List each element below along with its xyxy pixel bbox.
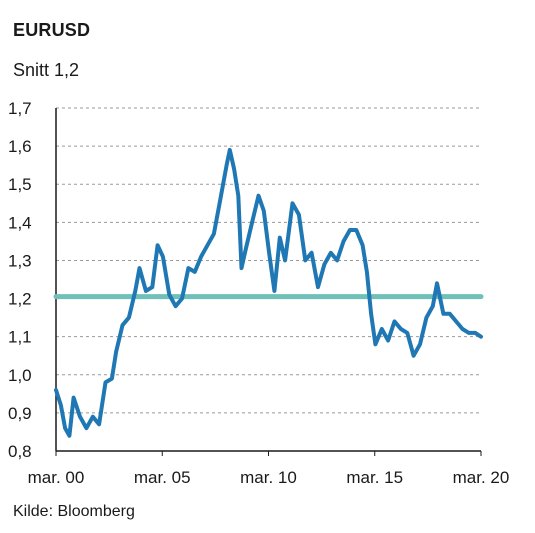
y-tick-label: 1,0: [8, 366, 32, 385]
chart-subtitle: Snitt 1,2: [13, 60, 80, 80]
y-tick-label: 1,6: [8, 137, 32, 156]
chart-source: Kilde: Bloomberg: [13, 503, 135, 520]
y-tick-label: 1,4: [8, 213, 32, 232]
x-tick-label: mar. 00: [28, 468, 85, 487]
chart-title: EURUSD: [13, 20, 91, 40]
x-tick-label: mar. 05: [134, 468, 191, 487]
x-tick-label: mar. 15: [346, 468, 403, 487]
y-tick-label: 1,5: [8, 175, 32, 194]
y-tick-label: 0,9: [8, 404, 32, 423]
y-tick-label: 1,7: [8, 99, 32, 118]
x-tick-label: mar. 20: [453, 468, 510, 487]
y-tick-label: 1,1: [8, 328, 32, 347]
x-tick-label: mar. 10: [240, 468, 297, 487]
y-tick-label: 0,8: [8, 442, 32, 461]
y-tick-label: 1,2: [8, 290, 32, 309]
eurusd-series-line: [54, 147, 483, 438]
y-tick-label: 1,3: [8, 251, 32, 270]
